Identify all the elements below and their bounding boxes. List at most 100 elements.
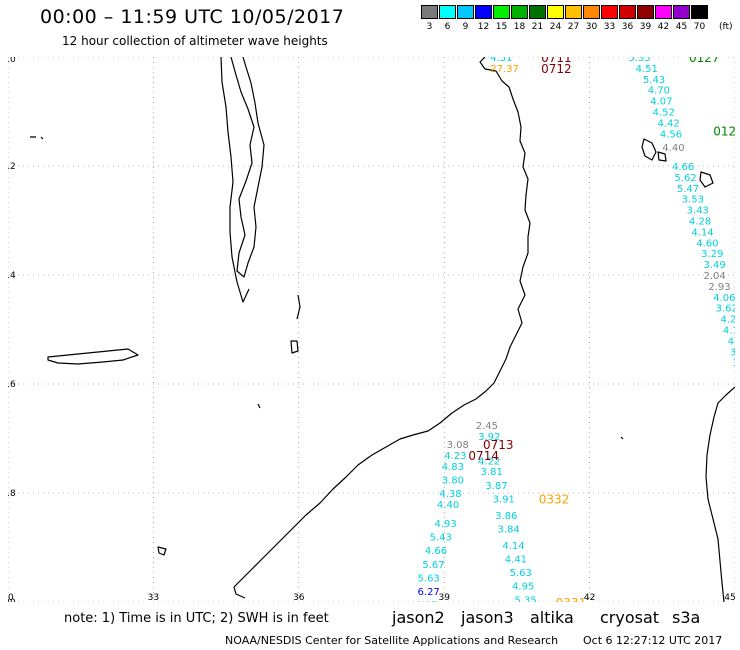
scale-label-27: 27 xyxy=(567,22,580,32)
wave-height-reading: 27.37 xyxy=(490,64,519,75)
wave-height-reading: 3.53 xyxy=(682,195,704,206)
wave-height-reading: 3.84 xyxy=(498,524,520,535)
pass-time-label: 0711 xyxy=(541,57,572,65)
wave-height-reading: 4.14 xyxy=(502,541,524,552)
wave-height-reading: 3.80 xyxy=(442,475,464,486)
wave-height-map: 4.5127.375.354.515.434.704.074.524.424.5… xyxy=(8,57,735,602)
wave-height-reading: 4.23 xyxy=(444,451,466,462)
wave-height-reading: 4.14 xyxy=(691,227,713,238)
satellite-jason2: jason2 xyxy=(392,608,445,627)
lake-chilwa xyxy=(290,340,299,354)
lake-malawi-shore xyxy=(230,57,265,278)
wave-height-reading: 4.51 xyxy=(636,64,658,75)
scale-swatch-45 xyxy=(673,5,690,19)
lat-tick--20: -20 xyxy=(8,598,16,602)
small-lake-1 xyxy=(157,546,167,556)
wave-height-reading: 4.40 xyxy=(437,500,459,511)
scale-label-36: 36 xyxy=(621,22,634,32)
lon-tick-39: 39 xyxy=(438,593,450,602)
scale-swatch-9 xyxy=(457,5,474,19)
wave-height-reading: 3.4 xyxy=(733,358,735,369)
scale-label-15: 15 xyxy=(495,22,508,32)
scale-label-24: 24 xyxy=(549,22,562,32)
river-segment xyxy=(296,294,301,320)
wave-height-reading: 4.51 xyxy=(490,57,512,64)
wave-height-reading: 4.06 xyxy=(713,293,735,304)
scale-swatch-36 xyxy=(619,5,636,19)
wave-height-reading: 4.60 xyxy=(696,238,718,249)
scale-label-39: 39 xyxy=(639,22,652,32)
comoros-grande-comore xyxy=(641,138,657,161)
scale-label-70: 70 xyxy=(693,22,706,32)
scale-swatch-33 xyxy=(601,5,618,19)
scale-swatch-3 xyxy=(421,5,438,19)
scale-swatch-15 xyxy=(493,5,510,19)
color-scale-unit: (ft) xyxy=(719,22,733,32)
wave-height-reading: 2.04 xyxy=(703,271,725,282)
lon-tick-33: 33 xyxy=(148,593,159,602)
wave-height-reading: 6.35 xyxy=(415,601,437,602)
coastline-layer xyxy=(30,57,735,602)
pass-time-label: 0128 xyxy=(713,125,735,139)
footer-timestamp: Oct 6 12:27:12 UTC 2017 xyxy=(583,634,723,647)
wave-height-reading: 5.63 xyxy=(510,568,532,579)
wave-height-reading: 4.83 xyxy=(442,462,464,473)
scale-label-18: 18 xyxy=(513,22,526,32)
scale-label-3: 3 xyxy=(426,22,433,32)
lat-tick--14: -14 xyxy=(8,271,16,281)
scale-swatch-42 xyxy=(655,5,672,19)
wave-height-reading: 6.27 xyxy=(418,587,440,598)
wave-height-reading: 3.29 xyxy=(701,249,723,260)
lat-lon-grid xyxy=(8,57,735,602)
scale-swatch-24 xyxy=(547,5,564,19)
scale-swatch-21 xyxy=(529,5,546,19)
wave-height-reading: 4.40 xyxy=(662,143,684,154)
wave-height-reading: 5.35 xyxy=(628,57,650,64)
wave-height-reading: 5.43 xyxy=(430,533,452,544)
scale-swatch-30 xyxy=(583,5,600,19)
map-subtitle: 12 hour collection of altimeter wave hei… xyxy=(62,34,328,48)
footer-note: note: 1) Time is in UTC; 2) SWH is in fe… xyxy=(64,611,329,626)
lat-tick--12: -12 xyxy=(8,162,16,172)
wave-height-reading: 5.62 xyxy=(674,173,696,184)
lat-tick--16: -16 xyxy=(8,380,16,390)
wave-height-reading: 5.47 xyxy=(677,184,699,195)
scale-swatch-18 xyxy=(511,5,528,19)
wave-height-reading: 4.70 xyxy=(648,86,670,97)
small-lake-2 xyxy=(257,403,261,409)
pass-time-labels: 071107120127012800713071403320331 xyxy=(468,57,735,602)
scale-label-33: 33 xyxy=(603,22,616,32)
wave-height-reading: 3.08 xyxy=(447,440,469,451)
satellite-cryosat: cryosat xyxy=(600,608,660,627)
wave-height-reading: 4.38 xyxy=(439,489,461,500)
wave-height-reading: 3.87 xyxy=(485,481,507,492)
scale-label-45: 45 xyxy=(675,22,688,32)
scale-label-30: 30 xyxy=(585,22,598,32)
malawi-inland-border xyxy=(220,57,250,303)
satellite-s3a: s3a xyxy=(672,608,701,627)
lon-tick-42: 42 xyxy=(584,593,595,602)
wave-height-reading: 4.07 xyxy=(650,97,672,108)
small-dot-east xyxy=(620,436,624,440)
scale-swatch-70 xyxy=(691,5,708,19)
wave-height-reading: 4.19 xyxy=(728,336,735,347)
axis-tick-labels: 30 33 36 39 42 45 -10 -12 -14 -16 -18 -20 xyxy=(8,57,735,602)
wave-height-reading: 4.42 xyxy=(657,118,679,129)
pass-time-label: 0332 xyxy=(539,492,570,506)
scale-swatch-12 xyxy=(475,5,492,19)
wave-height-reading: 4.66 xyxy=(672,162,694,173)
scale-swatch-39 xyxy=(637,5,654,19)
lon-tick-45: 45 xyxy=(724,593,735,602)
wave-height-reading: 4.66 xyxy=(425,546,447,557)
wave-height-reading: 5.63 xyxy=(418,573,440,584)
wave-height-reading: 4.95 xyxy=(512,582,534,593)
small-island-west xyxy=(30,136,44,140)
wave-height-labels: 4.5127.375.354.515.434.704.074.524.424.5… xyxy=(415,57,735,602)
lat-tick--10: -10 xyxy=(8,57,16,65)
wave-height-reading: 3.91 xyxy=(493,494,515,505)
lon-tick-30: 30 xyxy=(8,593,14,602)
satellite-jason3: jason3 xyxy=(461,608,514,627)
lat-tick--18: -18 xyxy=(8,489,16,499)
scale-label-9: 9 xyxy=(462,22,469,32)
